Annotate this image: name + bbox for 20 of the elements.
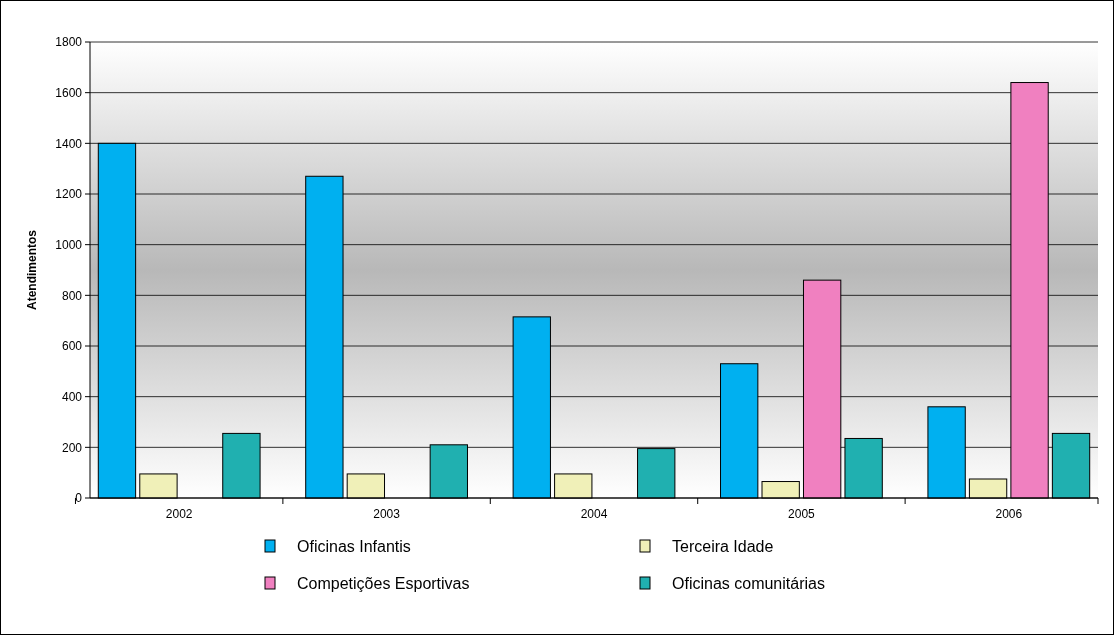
y-tick-label: 800 <box>61 288 83 303</box>
y-axis-title: Atendimentos <box>25 229 39 311</box>
y-tick-label: 1000 <box>55 237 83 252</box>
x-tick-label: 2006 <box>995 507 1023 521</box>
legend-label: Oficinas Infantis <box>297 537 411 555</box>
y-tick-label: 400 <box>61 389 83 404</box>
legend-label: Terceira Idade <box>672 537 774 555</box>
y-tick-label: 1600 <box>55 85 83 100</box>
y-tick-label: 600 <box>61 339 83 354</box>
y-tick-label: 1200 <box>55 187 83 202</box>
x-tick-label: 2005 <box>788 507 816 521</box>
x-tick-label: 2003 <box>373 507 401 521</box>
y-tick-label: 1800 <box>55 35 83 50</box>
legend-label: Competições Esportivas <box>297 574 470 592</box>
y-tick-label: 200 <box>61 440 83 455</box>
y-tick-label: 1400 <box>55 136 83 151</box>
x-tick-label: 2002 <box>165 507 193 521</box>
y-tick-label: 0 <box>75 491 83 506</box>
x-tick-label: 2004 <box>580 507 608 521</box>
legend-label: Oficinas comunitárias <box>672 574 825 592</box>
